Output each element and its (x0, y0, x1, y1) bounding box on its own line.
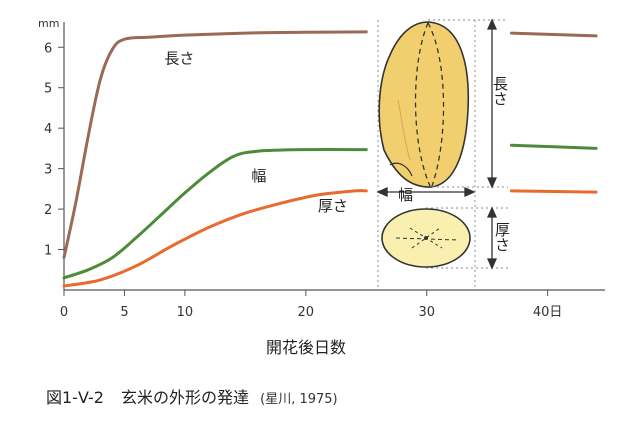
y-tick-label: 2 (44, 203, 52, 218)
inset-length-label: 長さ (491, 76, 509, 106)
x-tick-label: 30 (418, 305, 435, 320)
inset-guide-lines (377, 19, 508, 290)
width-dimension-arrow (376, 186, 476, 198)
x-tick-label: 10 (177, 305, 194, 320)
series-line (62, 30, 368, 260)
series-line-tail (509, 189, 598, 194)
thickness-dimension-arrow (486, 206, 498, 270)
x-tick-label: 5 (120, 305, 128, 320)
series-line (62, 189, 368, 288)
y-tick-label: 6 (44, 41, 52, 56)
series-line (62, 148, 368, 280)
series-label: 長さ (164, 49, 194, 67)
y-tick-label: 3 (44, 163, 52, 178)
inset-width-label: 幅 (398, 186, 413, 204)
figure-caption: 図1-V-2 玄米の外形の発達 (星川, 1975) (46, 384, 338, 408)
series-line-tail (509, 31, 598, 38)
grain-top-view (378, 21, 470, 188)
y-unit-label: mm (38, 17, 59, 30)
series-line-tail (509, 143, 598, 150)
x-tick-label: 0 (60, 305, 68, 320)
x-tick-label: 20 (298, 305, 315, 320)
series-label: 幅 (251, 167, 266, 185)
length-dimension-arrow (486, 18, 498, 189)
caption-label: 図1-V-2 (46, 388, 104, 407)
caption-source: (星川, 1975) (260, 392, 338, 407)
y-tick-label: 1 (44, 244, 52, 259)
series-label: 厚さ (318, 197, 348, 215)
grain-cross-section (381, 208, 471, 268)
x-tick-label: 40日 (533, 305, 563, 320)
x-axis-title: 開花後日数 (266, 338, 346, 357)
inset-thickness-label: 厚さ (493, 222, 511, 252)
y-tick-label: 4 (44, 122, 52, 137)
caption-title: 玄米の外形の発達 (121, 388, 250, 407)
y-tick-label: 5 (44, 82, 52, 97)
